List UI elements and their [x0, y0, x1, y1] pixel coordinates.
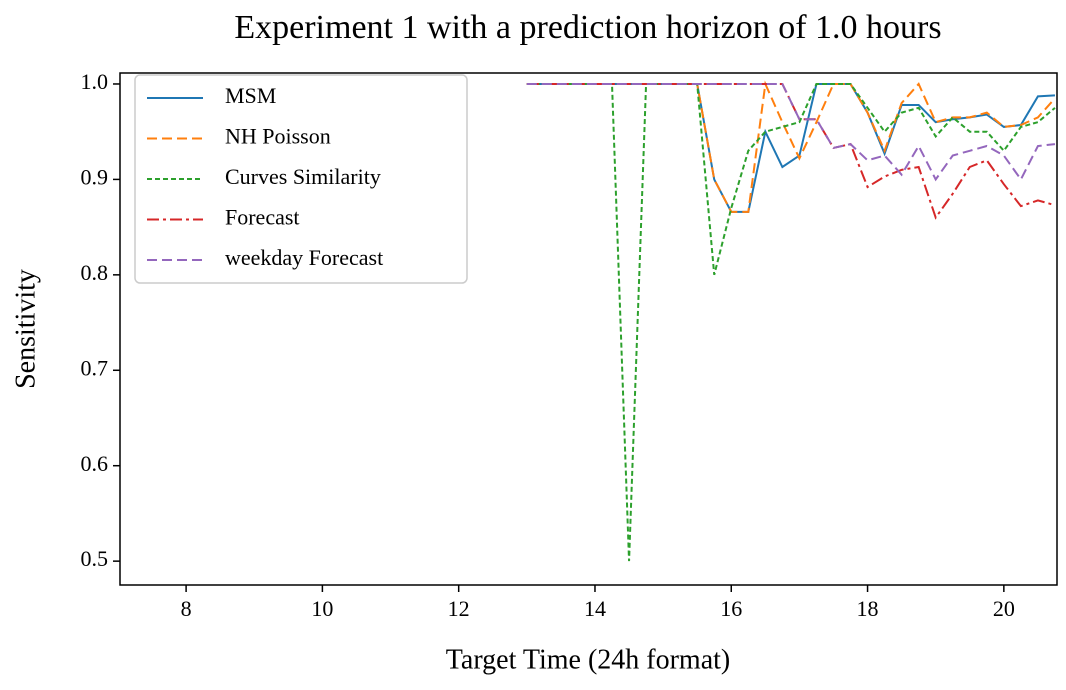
- legend-label: Forecast: [225, 205, 300, 230]
- plot-frame: [119, 72, 1058, 586]
- legend-box: [134, 74, 468, 284]
- x-tick-label: 14: [584, 596, 606, 621]
- x-tick-label: 18: [857, 596, 879, 621]
- legend-label: MSM: [225, 83, 276, 108]
- y-tick-label: 0.7: [81, 355, 109, 380]
- x-tick-label: 12: [448, 596, 470, 621]
- y-tick-label: 0.5: [81, 546, 109, 571]
- legend-label: weekday Forecast: [225, 245, 383, 270]
- x-tick-label: 20: [993, 596, 1015, 621]
- y-tick-label: 0.8: [81, 260, 109, 285]
- series-line: [526, 82, 1056, 182]
- y-tick-label: 1.0: [81, 69, 109, 94]
- x-axis-label: Target Time (24h format): [446, 644, 730, 675]
- x-tick-label: 16: [720, 596, 742, 621]
- series-line: [526, 82, 1056, 220]
- chart-title: Experiment 1 with a prediction horizon o…: [234, 9, 941, 46]
- legend-label: NH Poisson: [225, 124, 331, 149]
- series-line: [526, 80, 1056, 213]
- x-tick-label: 8: [181, 596, 192, 621]
- y-axis-label: Sensitivity: [10, 269, 41, 389]
- y-tick-label: 0.9: [81, 164, 109, 189]
- legend-label: Curves Similarity: [225, 164, 381, 189]
- plot-area: [526, 80, 1056, 562]
- x-tick-label: 10: [311, 596, 333, 621]
- series-line: [526, 82, 1056, 562]
- y-tick-label: 0.6: [81, 451, 109, 476]
- legend: MSM NH Poisson Curves Similarity Forecast we…: [134, 74, 468, 284]
